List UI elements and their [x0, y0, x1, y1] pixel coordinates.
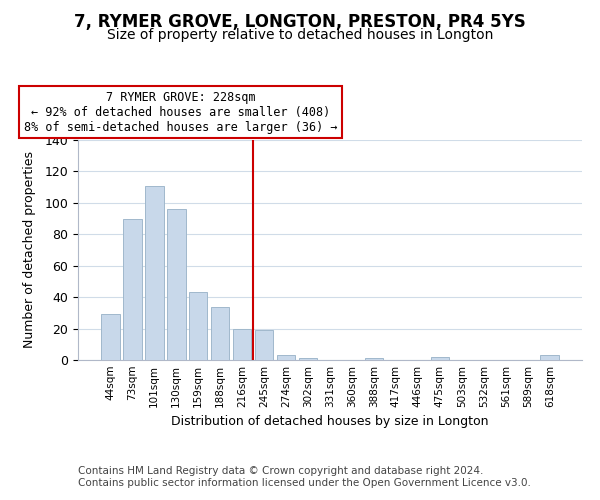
- Bar: [255, 330, 274, 360]
- Bar: [233, 328, 251, 360]
- Bar: [123, 218, 142, 360]
- Text: 7, RYMER GROVE, LONGTON, PRESTON, PR4 5YS: 7, RYMER GROVE, LONGTON, PRESTON, PR4 5Y…: [74, 12, 526, 30]
- Y-axis label: Number of detached properties: Number of detached properties: [23, 152, 36, 348]
- Bar: [211, 306, 229, 360]
- Text: Contains HM Land Registry data © Crown copyright and database right 2024.
Contai: Contains HM Land Registry data © Crown c…: [78, 466, 531, 487]
- Bar: [101, 314, 119, 360]
- Bar: [299, 358, 317, 360]
- Bar: [167, 209, 185, 360]
- Bar: [189, 292, 208, 360]
- X-axis label: Distribution of detached houses by size in Longton: Distribution of detached houses by size …: [171, 416, 489, 428]
- Text: 7 RYMER GROVE: 228sqm
← 92% of detached houses are smaller (408)
8% of semi-deta: 7 RYMER GROVE: 228sqm ← 92% of detached …: [24, 90, 337, 134]
- Bar: [145, 186, 164, 360]
- Bar: [365, 358, 383, 360]
- Bar: [541, 356, 559, 360]
- Bar: [431, 357, 449, 360]
- Text: Size of property relative to detached houses in Longton: Size of property relative to detached ho…: [107, 28, 493, 42]
- Bar: [277, 356, 295, 360]
